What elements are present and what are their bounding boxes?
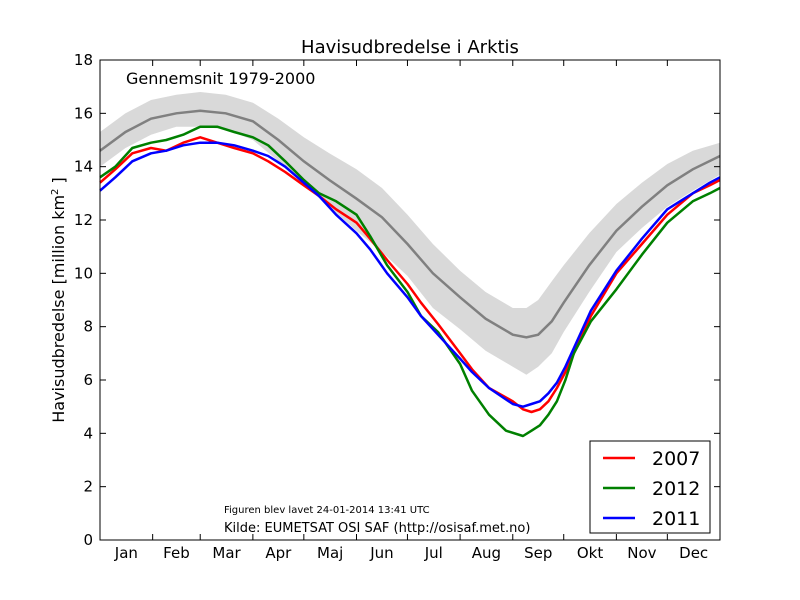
- y-tick-label: 4: [83, 424, 93, 442]
- y-tick-label: 8: [83, 318, 93, 336]
- legend: 2007 2012 2011: [589, 440, 711, 534]
- x-tick-label: Jul: [424, 544, 443, 562]
- y-axis-label: Havisudbredelse [million km2 ]: [49, 177, 68, 423]
- legend-label-2012: 2012: [652, 478, 700, 500]
- credit-source: Kilde: EUMETSAT OSI SAF (http://osisaf.m…: [224, 521, 530, 536]
- x-tick-label: Mar: [212, 544, 241, 562]
- baseline-range-band: [100, 92, 720, 375]
- series-line-2011: [99, 141, 721, 408]
- series-line-2007: [99, 136, 721, 414]
- chart-title: Havisudbredelse i Arktis: [301, 37, 519, 58]
- plot-frame: [99, 59, 721, 541]
- x-tick-label: Feb: [163, 544, 190, 562]
- x-tick-label: Sep: [524, 544, 552, 562]
- series-lines: [99, 125, 721, 438]
- x-axis: Jan Feb Mar Apr Maj Jun Jul Aug Sep Okt Nov Dec: [99, 60, 708, 562]
- x-tick-label: Dec: [679, 544, 708, 562]
- y-tick-label: 16: [74, 104, 93, 122]
- legend-label-2007: 2007: [652, 448, 700, 470]
- legend-label-2011: 2011: [652, 508, 700, 530]
- y-tick-label: 6: [83, 371, 93, 389]
- credit-made-date: Figuren blev lavet 24-01-2014 13:41 UTC: [224, 505, 430, 516]
- plot-area: 0 2 4 6 8 10 12 14 16 18 Jan Feb Mar Apr Maj Jun Jul Aug…: [74, 51, 721, 562]
- x-tick-label: Apr: [265, 544, 292, 562]
- x-tick-label: Jun: [369, 544, 393, 562]
- baseline-mean-line: [99, 109, 721, 339]
- y-tick-label: 2: [83, 478, 93, 496]
- x-tick-label: Jan: [114, 544, 138, 562]
- x-tick-label: Maj: [317, 544, 343, 562]
- y-tick-label: 18: [74, 51, 93, 69]
- y-axis: 0 2 4 6 8 10 12 14 16 18: [74, 51, 720, 549]
- y-tick-label: 0: [83, 531, 93, 549]
- x-tick-label: Okt: [577, 544, 603, 562]
- baseline-label: Gennemsnit 1979-2000: [126, 69, 315, 88]
- x-tick-label: Aug: [472, 544, 501, 562]
- y-tick-label: 10: [74, 264, 93, 282]
- y-tick-label: 12: [74, 211, 93, 229]
- y-tick-label: 14: [74, 158, 93, 176]
- x-tick-label: Nov: [627, 544, 656, 562]
